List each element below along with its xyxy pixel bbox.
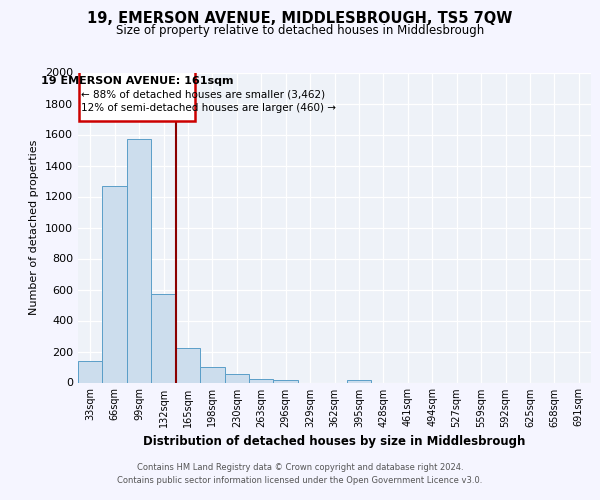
Bar	[176, 348, 200, 382]
Bar	[127, 139, 151, 382]
FancyBboxPatch shape	[79, 70, 195, 120]
Bar	[200, 367, 224, 382]
Bar	[249, 378, 274, 382]
Text: Contains HM Land Registry data © Crown copyright and database right 2024.: Contains HM Land Registry data © Crown c…	[137, 462, 463, 471]
Text: 12% of semi-detached houses are larger (460) →: 12% of semi-detached houses are larger (…	[81, 102, 336, 113]
Bar	[151, 294, 176, 382]
Y-axis label: Number of detached properties: Number of detached properties	[29, 140, 40, 315]
Bar	[274, 380, 298, 382]
Bar	[347, 380, 371, 382]
Text: ← 88% of detached houses are smaller (3,462): ← 88% of detached houses are smaller (3,…	[81, 90, 325, 100]
Bar	[78, 361, 103, 382]
Text: 19, EMERSON AVENUE, MIDDLESBROUGH, TS5 7QW: 19, EMERSON AVENUE, MIDDLESBROUGH, TS5 7…	[88, 11, 512, 26]
Text: Contains public sector information licensed under the Open Government Licence v3: Contains public sector information licen…	[118, 476, 482, 485]
Text: 19 EMERSON AVENUE: 161sqm: 19 EMERSON AVENUE: 161sqm	[41, 76, 233, 86]
Bar	[224, 374, 249, 382]
Bar	[103, 186, 127, 382]
Text: Size of property relative to detached houses in Middlesbrough: Size of property relative to detached ho…	[116, 24, 484, 37]
X-axis label: Distribution of detached houses by size in Middlesbrough: Distribution of detached houses by size …	[143, 435, 526, 448]
